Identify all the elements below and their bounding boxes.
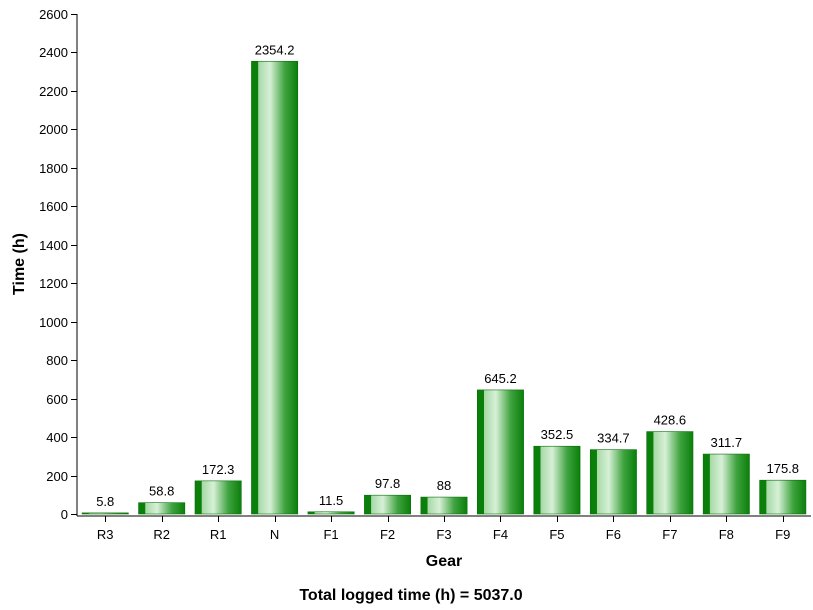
x-tick-label-f7: F7 xyxy=(662,527,677,542)
value-label-f6: 334.7 xyxy=(597,431,630,446)
bar-r2 xyxy=(138,502,186,515)
value-label-f2: 97.8 xyxy=(375,476,400,491)
y-tick-label: 400 xyxy=(46,430,68,445)
value-label-f5: 352.5 xyxy=(541,427,574,442)
bar-f9 xyxy=(759,479,807,515)
value-label-f8: 311.7 xyxy=(711,435,743,450)
y-tick-label: 1800 xyxy=(39,161,68,176)
x-tick-label-f5: F5 xyxy=(549,527,564,542)
bar-f1 xyxy=(307,511,355,515)
y-tick-label: 0 xyxy=(61,507,68,522)
x-tick-label-f4: F4 xyxy=(493,527,508,542)
bar-f3 xyxy=(420,496,468,515)
y-axis-title: Time (h) xyxy=(11,233,28,295)
value-label-f7: 428.6 xyxy=(654,413,687,428)
y-tick-label: 2000 xyxy=(39,122,68,137)
x-tick-label-f6: F6 xyxy=(606,527,621,542)
y-tick-label: 600 xyxy=(46,392,68,407)
y-tick-label: 1200 xyxy=(39,276,68,291)
bar-f5 xyxy=(533,445,581,515)
x-axis-title: Gear xyxy=(426,553,462,570)
value-label-r2: 58.8 xyxy=(149,484,174,499)
value-label-r3: 5.8 xyxy=(96,494,114,509)
bar-n xyxy=(251,60,299,515)
y-tick-label: 800 xyxy=(46,353,68,368)
x-tick-label-f2: F2 xyxy=(380,527,395,542)
y-tick-label: 1600 xyxy=(39,199,68,214)
y-tick-label: 200 xyxy=(46,469,68,484)
bar-r1 xyxy=(194,480,242,515)
y-tick-label: 1000 xyxy=(39,315,68,330)
value-label-n: 2354.2 xyxy=(255,42,295,57)
x-tick-label-r2: R2 xyxy=(153,527,170,542)
value-label-r1: 172.3 xyxy=(202,462,235,477)
value-labels-group: 5.8 58.8 172.3 2354.2 11.5 97.8 88 645.2 352.5 33… xyxy=(96,42,799,509)
x-tick-label-r1: R1 xyxy=(210,527,227,542)
y-tick-label: 1400 xyxy=(39,238,68,253)
bars-group xyxy=(81,60,807,515)
y-tick-label: 2600 xyxy=(39,7,68,22)
bar-f7 xyxy=(646,431,694,515)
total-logged-time: Total logged time (h) = 5037.0 xyxy=(299,587,522,604)
y-tick-label: 2400 xyxy=(39,45,68,60)
x-ticks-group: R3 R2 R1 N F1 F2 F3 F4 F5 F6 F7 F8 F9 xyxy=(97,516,790,542)
y-ticks-group: 0 200 400 600 800 1000 1200 1400 1600 1800 2000 220… xyxy=(39,7,77,522)
bar-f4 xyxy=(477,389,524,515)
x-tick-label-n: N xyxy=(270,527,279,542)
x-tick-label-r3: R3 xyxy=(97,527,114,542)
value-label-f9: 175.8 xyxy=(766,461,799,476)
value-label-f4: 645.2 xyxy=(484,371,517,386)
value-label-f3: 88 xyxy=(437,478,451,493)
value-label-f1: 11.5 xyxy=(319,493,343,508)
x-tick-label-f3: F3 xyxy=(436,527,451,542)
y-tick-label: 2200 xyxy=(39,84,68,99)
bar-r3 xyxy=(81,512,129,515)
x-tick-label-f9: F9 xyxy=(775,527,790,542)
bar-f8 xyxy=(702,453,750,515)
bar-f2 xyxy=(364,494,411,515)
bar-f6 xyxy=(589,449,637,515)
x-tick-label-f1: F1 xyxy=(323,527,338,542)
x-tick-label-f8: F8 xyxy=(719,527,734,542)
